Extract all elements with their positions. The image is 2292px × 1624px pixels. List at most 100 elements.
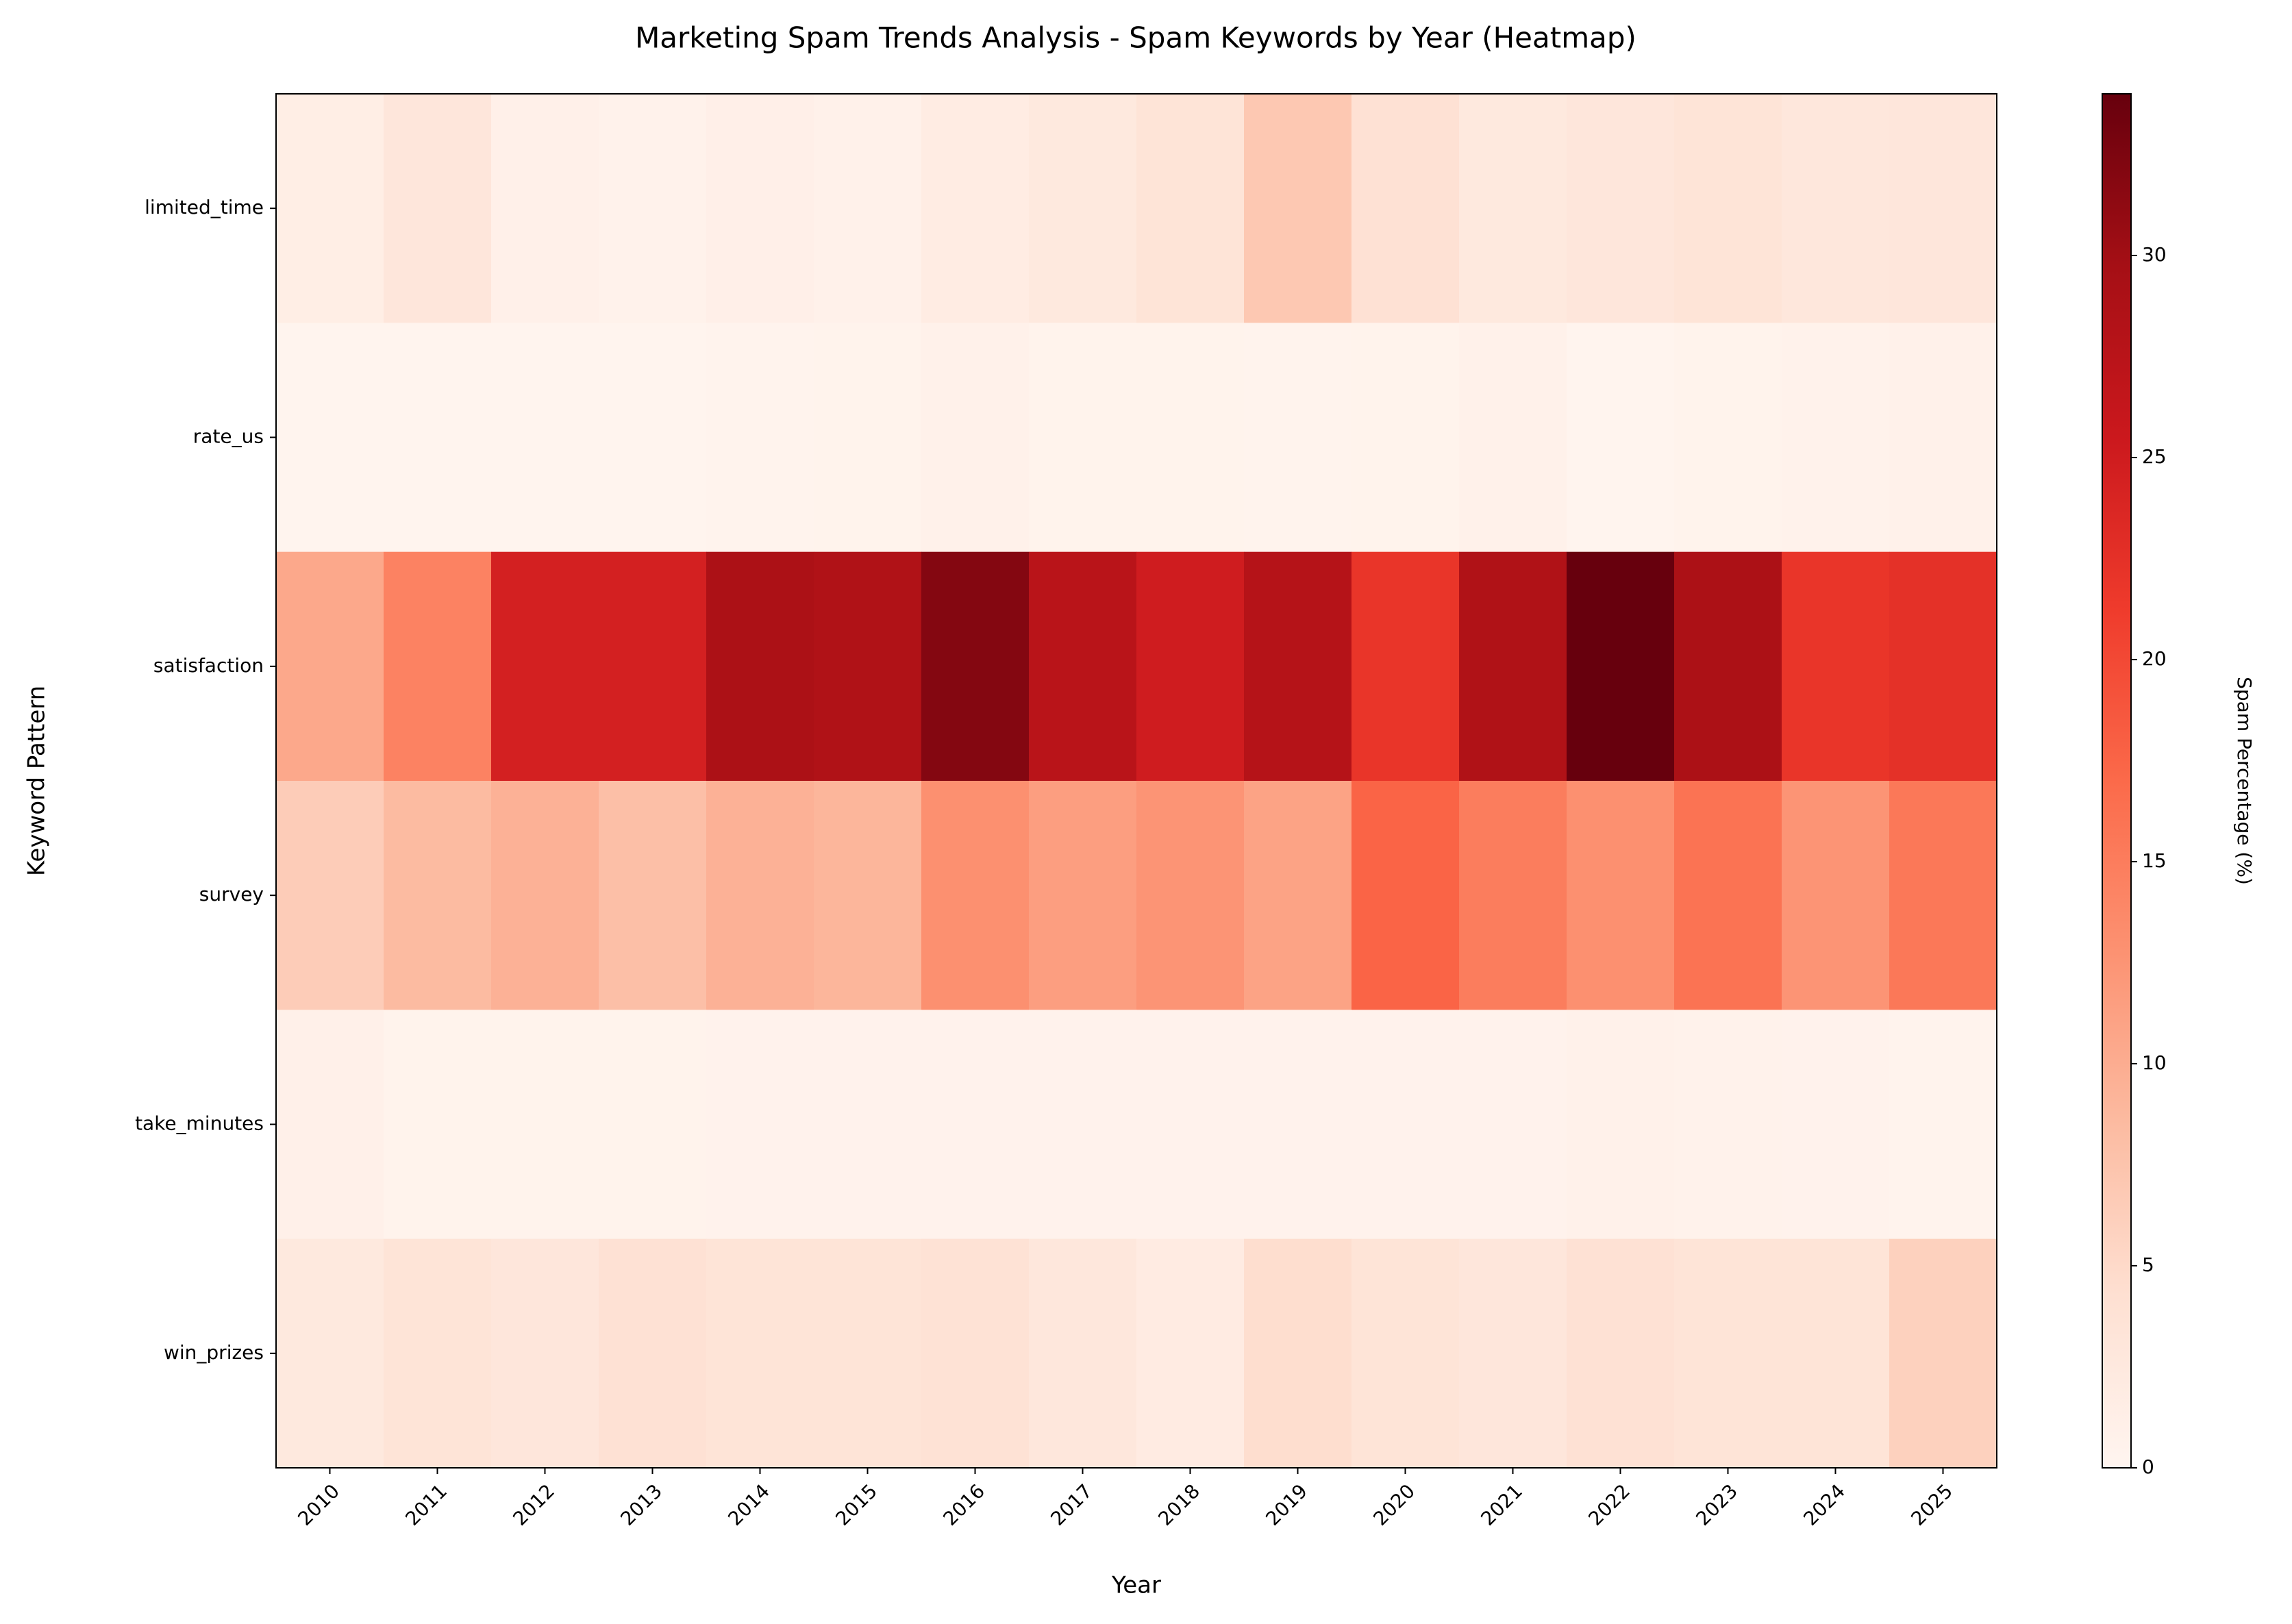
heat-cell — [1244, 1238, 1352, 1469]
heat-cell — [1244, 551, 1352, 782]
heat-cell — [1136, 781, 1245, 1010]
heat-cell — [1136, 551, 1245, 782]
heat-cell — [1782, 94, 1890, 323]
heat-cell — [384, 781, 492, 1010]
heat-cell — [814, 1010, 922, 1240]
x-tick-label: 2020 — [1369, 1479, 1419, 1530]
heat-cell — [1567, 94, 1675, 323]
heat-cell — [1674, 551, 1782, 782]
colorbar-tick-label: 5 — [2142, 1253, 2154, 1276]
heat-cell — [814, 781, 922, 1010]
heat-cell — [599, 1010, 707, 1240]
y-tick-label: take_minutes — [135, 1112, 264, 1135]
heat-cell — [599, 94, 707, 323]
colorbar-tick-label: 10 — [2142, 1051, 2167, 1074]
heat-cell — [1351, 323, 1460, 553]
heat-cell — [1889, 781, 1997, 1010]
heat-cell — [1459, 781, 1567, 1010]
heat-cell — [599, 781, 707, 1010]
heat-cell — [814, 94, 922, 323]
heat-cell — [1029, 94, 1137, 323]
x-tick-label: 2012 — [508, 1479, 559, 1530]
heat-cell — [1674, 781, 1782, 1010]
heat-cell — [1889, 1238, 1997, 1469]
heat-cell — [1889, 1010, 1997, 1240]
x-tick-label: 2018 — [1154, 1479, 1204, 1530]
heat-cell — [921, 94, 1030, 323]
heat-cell — [1136, 94, 1245, 323]
heat-cell — [384, 94, 492, 323]
heat-cell — [1459, 1238, 1567, 1469]
heat-cell — [1889, 551, 1997, 782]
heat-cell — [1136, 1238, 1245, 1469]
y-tick-label: win_prizes — [164, 1341, 264, 1364]
x-tick-label: 2019 — [1261, 1479, 1312, 1530]
heat-cell — [1782, 1010, 1890, 1240]
heat-cell — [1782, 781, 1890, 1010]
x-tick-label: 2023 — [1691, 1479, 1742, 1530]
heat-cell — [599, 1238, 707, 1469]
colorbar — [2102, 93, 2132, 1469]
heat-cell — [921, 1238, 1030, 1469]
heat-cell — [384, 551, 492, 782]
heat-cell — [1782, 323, 1890, 553]
heat-cell — [1567, 781, 1675, 1010]
heat-cell — [1674, 1010, 1782, 1240]
heat-cell — [921, 1010, 1030, 1240]
heat-cell — [1351, 781, 1460, 1010]
heat-cell — [491, 1238, 599, 1469]
x-axis-label: Year — [1111, 1572, 1161, 1599]
heat-cell — [1029, 323, 1137, 553]
heat-cell — [1029, 1010, 1137, 1240]
heat-cell — [1459, 323, 1567, 553]
heat-cell — [1889, 94, 1997, 323]
heat-cell — [1244, 323, 1352, 553]
y-tick-label: rate_us — [193, 425, 264, 448]
heat-cell — [921, 781, 1030, 1010]
heat-cell — [921, 551, 1030, 782]
heat-cell — [1459, 1010, 1567, 1240]
heat-cell — [1674, 323, 1782, 553]
heat-cell — [599, 323, 707, 553]
y-tick-label: satisfaction — [153, 654, 264, 677]
heat-cell — [1567, 1238, 1675, 1469]
heat-cell — [1351, 1010, 1460, 1240]
heat-cell — [491, 551, 599, 782]
heat-cell — [706, 551, 814, 782]
x-tick-label: 2010 — [293, 1479, 344, 1530]
heat-cell — [384, 1238, 492, 1469]
heat-cell — [384, 1010, 492, 1240]
heat-cell — [1244, 94, 1352, 323]
heat-cell — [1567, 1010, 1675, 1240]
heat-cell — [1244, 1010, 1352, 1240]
heat-cell — [491, 94, 599, 323]
heat-cell — [276, 551, 384, 782]
heat-cell — [706, 323, 814, 553]
heat-cell — [706, 1010, 814, 1240]
heat-cell — [814, 1238, 922, 1469]
heat-cell — [706, 781, 814, 1010]
x-tick-label: 2011 — [401, 1479, 451, 1530]
heat-cell — [276, 323, 384, 553]
colorbar-tick-label: 30 — [2142, 243, 2167, 266]
heat-cell — [706, 1238, 814, 1469]
heat-cell — [1459, 94, 1567, 323]
heat-cell — [276, 781, 384, 1010]
heat-cell — [1567, 551, 1675, 782]
chart-title: Marketing Spam Trends Analysis - Spam Ke… — [635, 21, 1636, 55]
heat-cell — [814, 323, 922, 553]
heat-cell — [1782, 551, 1890, 782]
heat-cell — [1567, 323, 1675, 553]
heat-cell — [1674, 94, 1782, 323]
x-tick-label: 2015 — [831, 1479, 882, 1530]
heat-cell — [1029, 781, 1137, 1010]
heat-cell — [1782, 1238, 1890, 1469]
heat-cell — [706, 94, 814, 323]
heat-cell — [599, 551, 707, 782]
heat-cell — [921, 323, 1030, 553]
x-tick-label: 2021 — [1476, 1479, 1527, 1530]
x-tick-label: 2016 — [938, 1479, 989, 1530]
heat-cell — [1889, 323, 1997, 553]
heat-cell — [491, 781, 599, 1010]
plot-frame — [275, 93, 1997, 1469]
